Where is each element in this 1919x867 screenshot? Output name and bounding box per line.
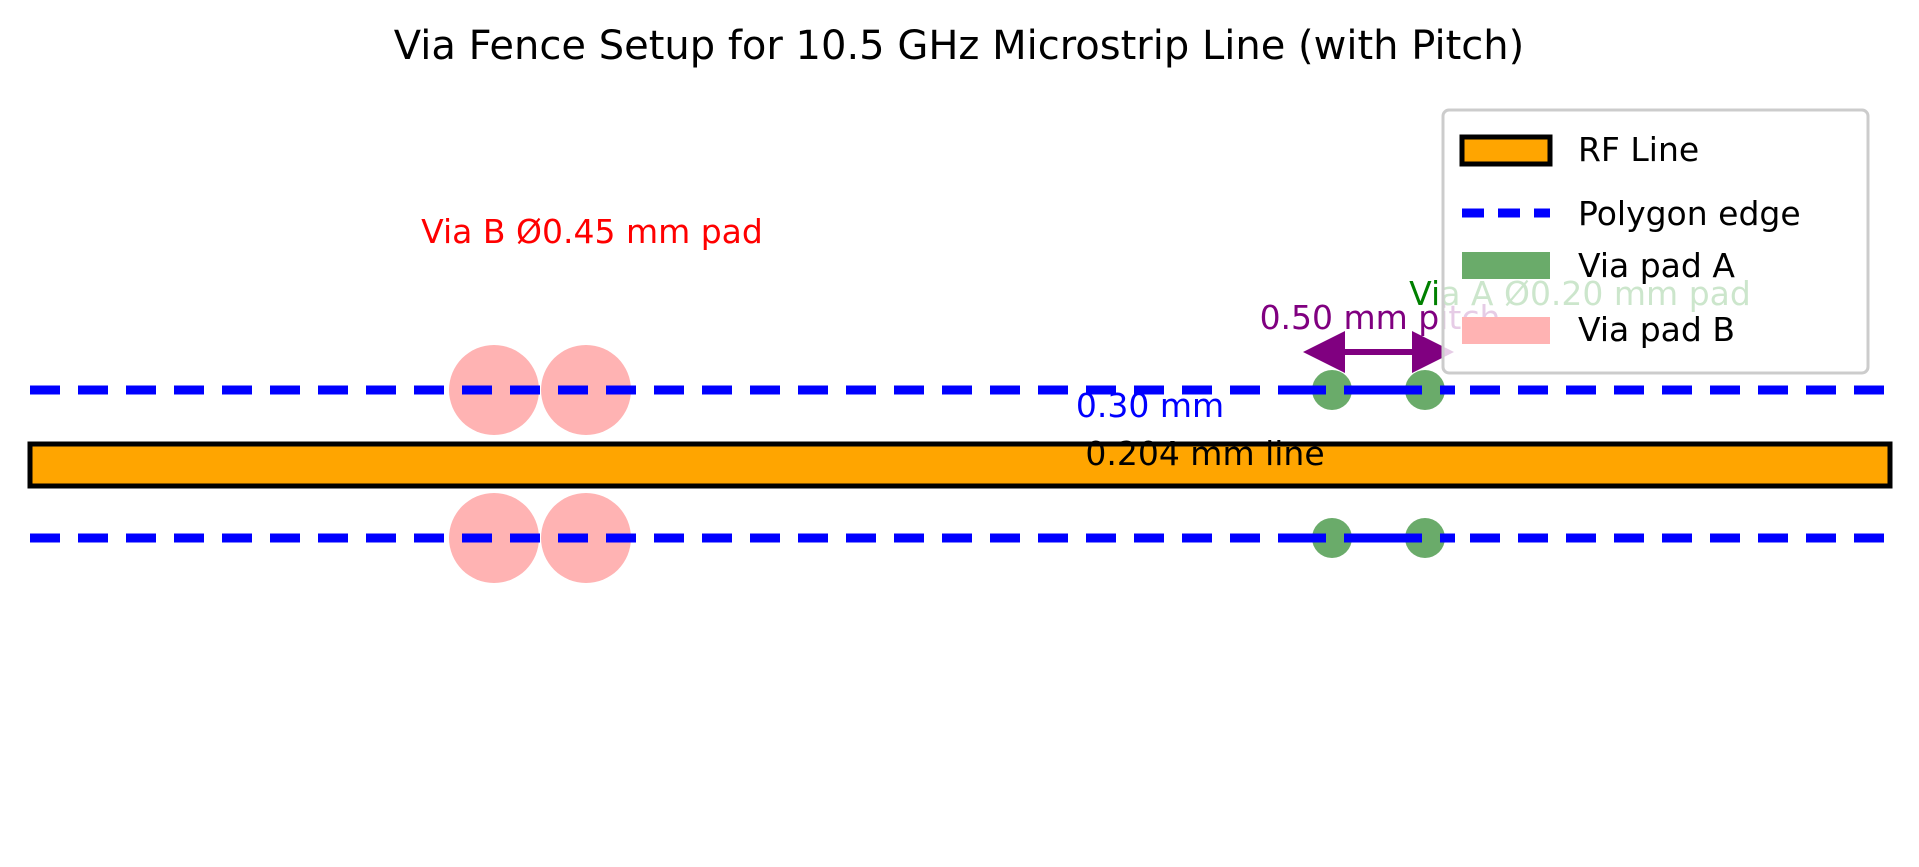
- legend-label-polygon-edge: Polygon edge: [1578, 194, 1801, 233]
- via-b-pad-label: Via B Ø0.45 mm pad: [421, 212, 763, 251]
- legend-label-rf-line: RF Line: [1578, 130, 1699, 169]
- via-pad-a-top-1: [1312, 370, 1352, 410]
- legend-swatch-rf-line: [1459, 134, 1553, 167]
- legend-swatch-via-pad-a: [1462, 252, 1550, 279]
- via-pad-b-top-1: [449, 345, 539, 435]
- legend-label-via-pad-a: Via pad A: [1578, 246, 1735, 285]
- via-pad-a-top-2: [1405, 370, 1445, 410]
- page-title: Via Fence Setup for 10.5 GHz Microstrip …: [394, 23, 1524, 69]
- via-pad-a-bottom-2: [1405, 518, 1445, 558]
- legend-background: [1441, 108, 1870, 375]
- via-pad-b-bottom-1: [449, 493, 539, 583]
- via-pad-a-bottom-1: [1312, 518, 1352, 558]
- rf-line-bar: [27, 441, 1893, 489]
- legend: RF Line Polygon edge Via pad A Via pad B: [1441, 108, 1870, 375]
- legend-swatch-via-pad-b: [1462, 317, 1550, 344]
- line-width-label: 0.204 mm line: [1085, 434, 1324, 473]
- legend-label-via-pad-b: Via pad B: [1578, 310, 1735, 349]
- gap-label: 0.30 mm: [1076, 386, 1224, 425]
